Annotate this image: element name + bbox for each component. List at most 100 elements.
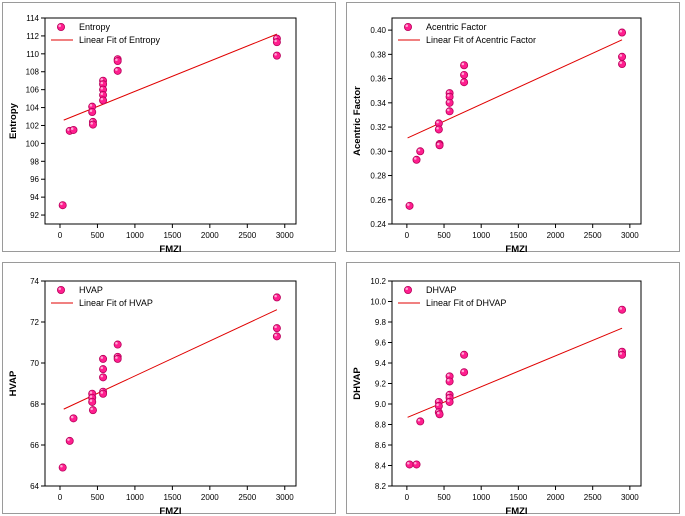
data-point [435,141,444,150]
fit-line [407,327,623,418]
x-axis-label: FMZI [505,506,527,516]
y-tick-label: 0.32 [370,123,386,132]
plot-frame [391,17,642,225]
x-tick-label: 1000 [126,493,144,502]
y-tick-label: 68 [30,400,39,409]
y-tick-label: 10.2 [370,277,386,286]
data-point [99,389,108,398]
y-tick-label: 112 [26,32,39,41]
chart-panel-3: 0 500 1000 1500 2000 2500 3000 64 66 68 70 72 74 FMZI… [2,262,336,516]
data-point [618,52,627,61]
chart-panel-1: 0 500 1000 1500 2000 2500 3000 92 94 96 98 100 102 10… [2,2,336,255]
data-point [69,125,78,134]
data-point [412,460,421,469]
legend-points-label: DHVAP [426,285,456,295]
x-tick-label: 0 [58,231,63,240]
x-tick-label: 3000 [276,493,294,502]
data-point [460,61,469,70]
x-tick-label: 0 [58,493,63,502]
data-point [99,373,108,382]
data-point [618,350,627,359]
x-tick-label: 2500 [238,231,256,240]
y-tick-label: 114 [26,14,39,23]
legend-points-label: Acentric Factor [426,22,487,32]
y-tick-label: 0.36 [370,75,386,84]
legend-fit-label: Linear Fit of HVAP [79,298,153,308]
y-tick-label: 0.38 [370,50,386,59]
data-point [460,350,469,359]
data-point [58,201,67,210]
fit-line [63,33,278,121]
data-point [99,365,108,374]
data-point [113,56,122,65]
legend-fit-label: Linear Fit of DHVAP [426,298,506,308]
data-point [88,406,97,415]
y-tick-label: 102 [26,121,40,130]
y-tick-label: 74 [30,277,39,286]
y-tick-label: 94 [30,193,39,202]
y-tick-label: 0.30 [370,147,386,156]
data-point [113,354,122,363]
y-axis-label: DHVAP [352,367,363,400]
x-axis-label: FMZI [159,244,181,255]
x-tick-label: 3000 [621,231,639,240]
data-point [272,293,281,302]
legend-marker [403,285,412,294]
data-point [445,98,454,107]
data-point [99,354,108,363]
data-point [460,368,469,377]
x-tick-label: 0 [405,493,410,502]
y-tick-label: 106 [26,86,40,95]
y-axis-label: HVAP [8,370,19,396]
x-tick-label: 2500 [584,231,602,240]
plot-frame [44,280,297,487]
y-tick-label: 92 [30,211,39,220]
data-point [272,332,281,341]
legend-points-label: HVAP [79,285,103,295]
y-tick-label: 8.6 [375,441,387,450]
legend-fit-label: Linear Fit of Acentric Factor [426,35,536,45]
y-tick-label: 0.34 [370,99,386,108]
x-tick-label: 2500 [584,493,602,502]
y-tick-label: 70 [30,359,39,368]
x-tick-label: 500 [91,493,105,502]
x-tick-label: 1000 [126,231,144,240]
data-point [405,201,414,210]
x-tick-label: 500 [91,231,105,240]
data-point [65,436,74,445]
plot-frame [44,17,297,225]
x-tick-label: 1000 [472,231,490,240]
y-tick-label: 104 [26,104,40,113]
x-tick-label: 1500 [509,231,527,240]
data-point [272,51,281,60]
y-tick-label: 0.40 [370,26,386,35]
legend-marker [403,22,412,31]
data-point [99,96,108,105]
data-point [445,107,454,116]
x-axis-label: FMZI [505,244,527,255]
y-tick-label: 66 [30,441,39,450]
data-point [618,305,627,314]
panel-border [2,2,336,252]
y-tick-label: 8.2 [375,482,387,491]
y-tick-label: 9.4 [375,359,387,368]
data-point [618,28,627,37]
legend-marker [57,285,66,294]
x-tick-label: 3000 [276,231,294,240]
panel-border [346,262,680,514]
x-tick-label: 500 [437,493,451,502]
x-tick-label: 1500 [163,493,181,502]
y-tick-label: 64 [30,482,39,491]
chart-panel-2: 0 500 1000 1500 2000 2500 3000 0.24 0.26 0.28 0.30… [346,2,680,255]
y-tick-label: 8.8 [375,421,387,430]
legend-fit-label: Linear Fit of Entropy [79,35,161,45]
data-point [460,78,469,87]
y-tick-label: 9.0 [375,400,387,409]
data-point [445,377,454,386]
fit-line [407,39,623,139]
data-point [434,125,443,134]
data-point [88,108,97,117]
x-tick-label: 3000 [621,493,639,502]
data-point [445,92,454,101]
y-tick-label: 0.26 [370,196,386,205]
